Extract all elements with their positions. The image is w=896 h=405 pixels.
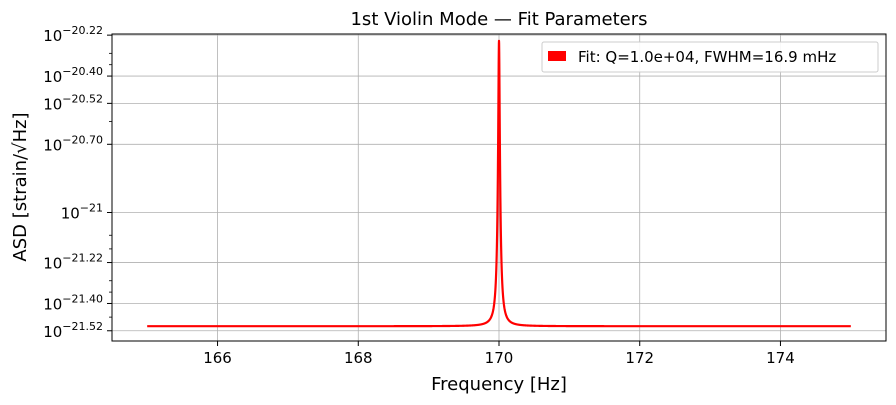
x-axis: 166 168 170 172 174 xyxy=(203,341,795,367)
legend-label: Fit: Q=1.0e+04, FWHM=16.9 mHz xyxy=(578,48,836,66)
y-tick-label: 10−20.52 xyxy=(43,92,103,113)
x-axis-label: Frequency [Hz] xyxy=(431,374,567,395)
legend-swatch xyxy=(548,51,566,61)
y-tick-label: 10−21.52 xyxy=(43,320,103,341)
y-tick-label: 10−21.22 xyxy=(43,252,103,273)
legend: Fit: Q=1.0e+04, FWHM=16.9 mHz xyxy=(541,41,879,73)
y-tick-label: 10−21.40 xyxy=(43,292,103,313)
y-axis: 10−20.22 10−20.40 10−20.52 10−20.70 10−21 10−… xyxy=(43,24,112,341)
legend-box xyxy=(541,41,879,73)
series-layer xyxy=(147,39,851,328)
x-tick-label: 174 xyxy=(766,349,795,367)
chart-title: 1st Violin Mode — Fit Parameters xyxy=(350,9,647,30)
series-line xyxy=(147,39,851,328)
y-axis-label: ASD [strain/√Hz] xyxy=(10,112,31,261)
y-tick-label: 10−20.70 xyxy=(43,133,103,154)
x-tick-label: 170 xyxy=(485,349,514,367)
y-tick-label: 10−21 xyxy=(61,202,103,223)
x-tick-label: 168 xyxy=(344,349,373,367)
x-tick-label: 166 xyxy=(203,349,232,367)
y-tick-label: 10−20.40 xyxy=(43,65,103,86)
y-tick-label: 10−20.22 xyxy=(43,24,103,45)
x-tick-label: 172 xyxy=(625,349,654,367)
